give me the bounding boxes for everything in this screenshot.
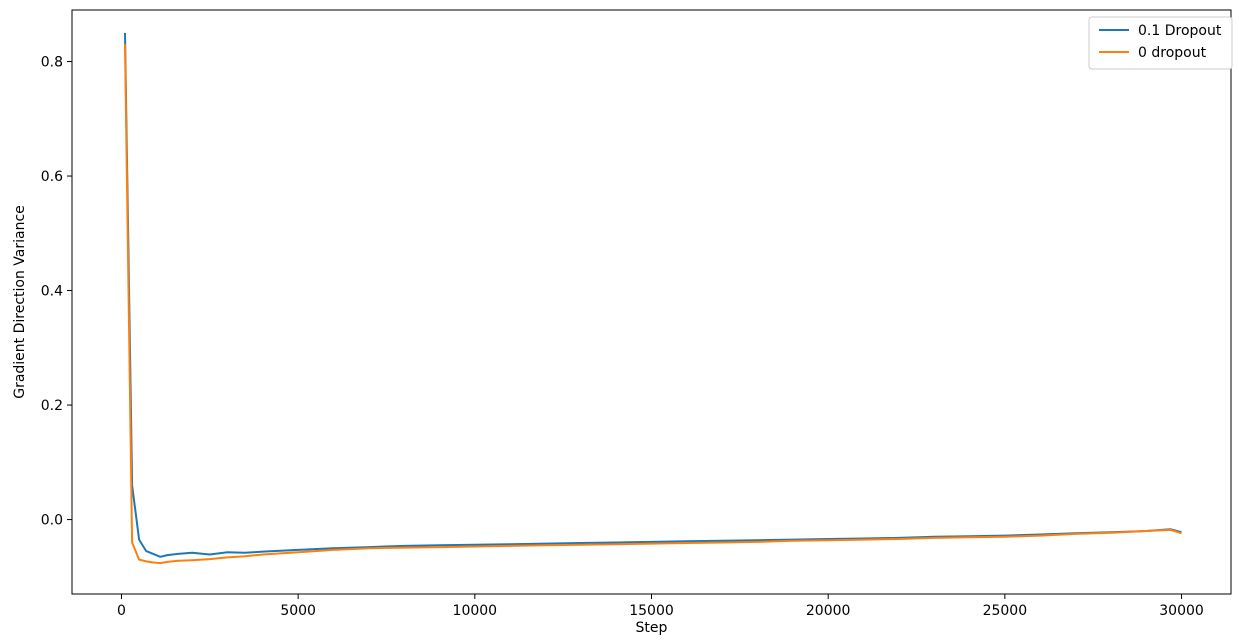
x-tick-label: 15000 xyxy=(629,603,674,619)
y-axis-label: Gradient Direction Variance xyxy=(12,205,28,399)
x-tick-label: 30000 xyxy=(1159,603,1204,619)
series-line-0-dropout xyxy=(124,44,1182,565)
x-tick-label: 5000 xyxy=(280,603,316,619)
y-tick-label: 0.0 xyxy=(41,513,63,529)
x-tick-label: 10000 xyxy=(453,603,498,619)
y-tick-label: 0.2 xyxy=(41,398,63,414)
y-tick-label: 0.6 xyxy=(41,169,63,185)
series-line-0-1-dropout xyxy=(124,32,1182,558)
x-tick-label: 0 xyxy=(117,603,126,619)
y-tick-label: 0.4 xyxy=(41,284,63,300)
y-tick-label: 0.8 xyxy=(41,55,63,71)
series-layer xyxy=(124,32,1182,565)
legend-label-0-dropout: 0 dropout xyxy=(1138,45,1207,61)
legend: 0.1 Dropout 0 dropout xyxy=(1088,16,1233,70)
x-tick-label: 20000 xyxy=(806,603,851,619)
tick-layer: 0 5000 10000 15000 20000 25000 30000 0.0 0.2 0.4 0… xyxy=(41,55,1204,619)
legend-label-0-1-dropout: 0.1 Dropout xyxy=(1138,23,1222,39)
x-tick-label: 25000 xyxy=(983,603,1028,619)
plot-area xyxy=(71,9,1232,595)
x-axis-label: Step xyxy=(636,620,668,636)
